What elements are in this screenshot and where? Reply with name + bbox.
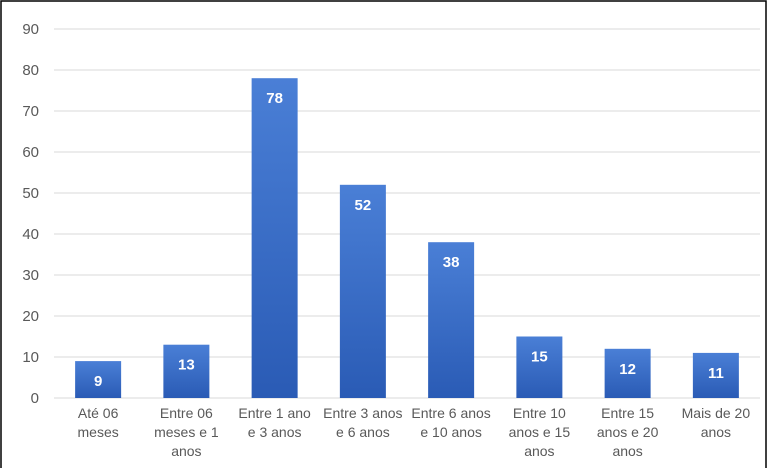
data-label: 9 xyxy=(94,373,102,390)
data-label: 78 xyxy=(266,90,283,107)
category-label: Entre 06 meses e 1 anos xyxy=(154,405,219,459)
y-tick-label: 0 xyxy=(31,390,39,407)
y-tick-label: 60 xyxy=(22,144,39,161)
data-label: 11 xyxy=(708,365,724,382)
category-label-line: meses xyxy=(78,424,119,440)
category-label-line: Entre 1 ano xyxy=(238,405,311,421)
category-label: Entre 10 anos e 15 anos xyxy=(509,405,571,459)
category-label-line: e 6 anos xyxy=(336,424,390,440)
category-label-line: Entre 06 xyxy=(160,405,213,421)
y-tick-label: 90 xyxy=(22,21,39,38)
y-tick-label: 10 xyxy=(22,349,39,366)
bar xyxy=(75,361,122,398)
category-label-line: e 3 anos xyxy=(248,424,302,440)
y-tick-label: 50 xyxy=(22,185,39,202)
category-label-line: Entre 10 xyxy=(513,405,566,421)
data-label: 12 xyxy=(619,361,636,378)
data-labels: 9 13 78 52 38 15 12 11 xyxy=(94,90,724,390)
data-label: 38 xyxy=(443,254,460,271)
category-label: Entre 6 anos e 10 anos xyxy=(411,405,490,440)
y-tick-label: 30 xyxy=(22,267,39,284)
bars xyxy=(75,78,739,398)
category-label-line: Entre 6 anos xyxy=(411,405,490,421)
category-label: Entre 15 anos e 20 anos xyxy=(597,405,659,459)
category-label-line: anos xyxy=(701,424,731,440)
category-label-line: Até 06 xyxy=(78,405,119,421)
category-label-line: Mais de 20 xyxy=(682,405,751,421)
y-tick-label: 80 xyxy=(22,62,39,79)
category-label-line: anos xyxy=(524,443,554,459)
y-tick-label: 70 xyxy=(22,103,39,120)
category-label-line: anos e 20 xyxy=(597,424,659,440)
y-tick-label: 40 xyxy=(22,226,39,243)
bar xyxy=(604,348,651,398)
bar xyxy=(339,184,386,398)
data-label: 52 xyxy=(355,197,372,214)
category-label-line: anos xyxy=(612,443,642,459)
category-label: Entre 3 anos e 6 anos xyxy=(323,405,402,440)
category-label-line: anos xyxy=(171,443,201,459)
bar xyxy=(692,352,739,398)
category-label: Mais de 20 anos xyxy=(682,405,751,440)
category-label-line: Entre 15 xyxy=(601,405,654,421)
bar xyxy=(163,344,210,398)
category-label: Até 06 meses xyxy=(78,405,119,440)
bar xyxy=(428,242,475,398)
bar xyxy=(251,78,298,398)
category-label: Entre 1 ano e 3 anos xyxy=(238,405,311,440)
category-label-line: Entre 3 anos xyxy=(323,405,402,421)
data-label: 15 xyxy=(531,349,548,366)
data-label: 13 xyxy=(178,357,195,374)
category-label-line: meses e 1 xyxy=(154,424,219,440)
y-tick-label: 20 xyxy=(22,308,39,325)
x-axis-categories: Até 06 meses Entre 06 meses e 1 anos Entre 1 … xyxy=(78,405,751,459)
category-label-line: anos e 15 xyxy=(509,424,571,440)
y-axis-ticks: 0 10 20 30 40 50 60 70 80 90 xyxy=(22,21,39,407)
bar xyxy=(516,336,563,398)
category-label-line: e 10 anos xyxy=(420,424,482,440)
